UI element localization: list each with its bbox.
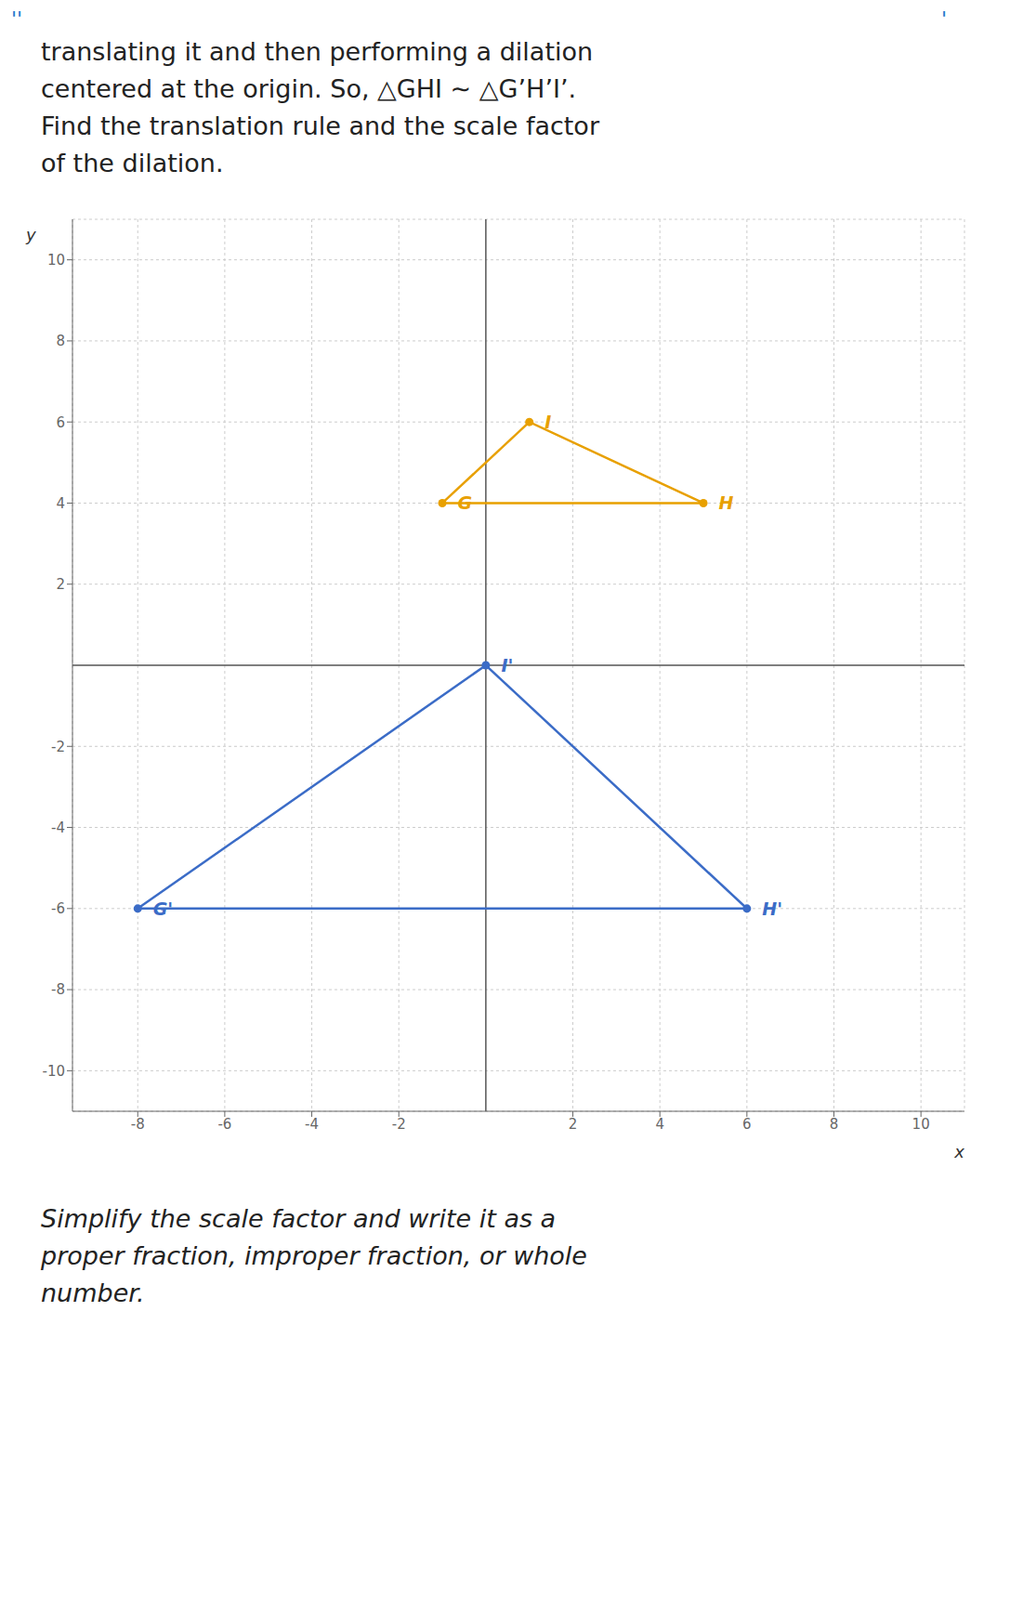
svg-text:2: 2 [55, 576, 66, 593]
svg-text:y: y [25, 224, 37, 245]
html-text:Simplify the scale factor and: Simplify the scale factor and write it a… [40, 1204, 556, 1233]
html-text:proper fraction, improper frac: proper fraction, improper fraction, or w… [40, 1241, 588, 1271]
svg-text:8: 8 [55, 332, 66, 350]
svg-text:-4: -4 [304, 1115, 319, 1133]
svg-text:-4: -4 [51, 819, 66, 837]
svg-text:4: 4 [55, 495, 66, 512]
html-text:of the dilation.: of the dilation. [40, 148, 224, 178]
svg-text:2: 2 [568, 1115, 578, 1133]
svg-text:-6: -6 [51, 900, 66, 918]
svg-text:4: 4 [655, 1115, 665, 1133]
svg-text:G': G' [153, 898, 173, 919]
svg-text:x: x [953, 1141, 965, 1162]
svg-text:10: 10 [912, 1115, 931, 1133]
svg-text:-6: -6 [217, 1115, 232, 1133]
html-text:Find the translation rule and: Find the translation rule and the scale … [40, 111, 600, 141]
svg-text:-2: -2 [392, 1115, 407, 1133]
svg-text:I: I [544, 411, 551, 433]
html-text:translating it and then perfor: translating it and then performing a dil… [40, 37, 593, 66]
svg-text:10: 10 [47, 251, 66, 269]
svg-text:-10: -10 [42, 1062, 66, 1080]
svg-text:I': I' [500, 655, 513, 676]
svg-text:-8: -8 [131, 1115, 145, 1133]
svg-text:8: 8 [829, 1115, 840, 1133]
svg-text:-2: -2 [51, 738, 66, 756]
html-text:centered at the origin. So, △G: centered at the origin. So, △GHI ∼ △G’H’… [40, 74, 577, 104]
svg-text:H: H [719, 492, 735, 513]
html-text:number.: number. [40, 1278, 145, 1308]
svg-text:6: 6 [742, 1115, 752, 1133]
svg-text:6: 6 [55, 414, 66, 432]
svg-text:-8: -8 [51, 981, 66, 998]
svg-text:G: G [458, 492, 473, 513]
svg-text:H': H' [761, 898, 783, 919]
